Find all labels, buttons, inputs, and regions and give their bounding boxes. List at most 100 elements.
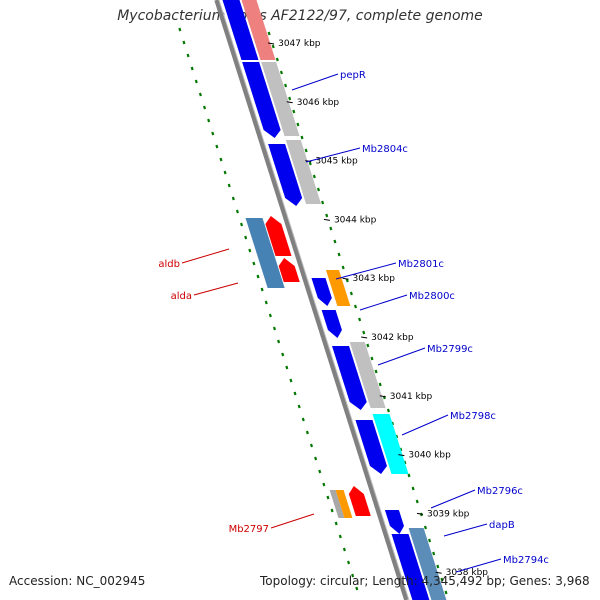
inner-dot-track-mark [219, 157, 223, 162]
leader-line [443, 523, 488, 537]
inner-dot-track-mark [334, 521, 338, 526]
inner-dot-track-mark [301, 417, 305, 422]
inner-dot-track-mark [351, 573, 355, 578]
outer-dot-track-mark [275, 57, 279, 62]
inner-dot-track-mark [293, 391, 297, 396]
outer-dot-track-mark [333, 239, 337, 244]
tick-mark [342, 277, 349, 280]
hit-feature [329, 490, 345, 518]
outer-dot-track-mark [267, 31, 271, 36]
inner-dot-track-mark [182, 40, 186, 45]
backbone-highlight [218, 0, 410, 600]
outer-dot-track-mark [288, 96, 292, 101]
leader-line [401, 414, 449, 436]
accession-text: Accession: NC_002945 [9, 574, 146, 588]
gene-label: Mb2794c [503, 555, 549, 566]
gene-label: dapB [489, 520, 515, 531]
outer-dot-track-mark [415, 499, 419, 504]
inner-dot-track-mark [309, 443, 314, 448]
hit-feature [335, 490, 353, 518]
tick-label: 3047 kbp [278, 39, 321, 49]
inner-dot-track-mark [178, 27, 182, 32]
outer-dot-track-mark [312, 174, 316, 179]
gene-label: Mb2801c [398, 259, 444, 270]
outer-dot-track-mark [325, 213, 329, 218]
gene-label: Mb2797 [229, 524, 269, 535]
tick-mark [416, 512, 424, 515]
label-layer: pepR Mb2804c aldb alda Mb2801c Mb2800c Mb2799c… [158, 70, 549, 573]
inner-dot-track-mark [186, 53, 190, 58]
cds-feature [391, 534, 430, 600]
gene-label: Mb2799c [427, 344, 473, 355]
backbone [214, 0, 410, 600]
cds-feature [268, 144, 303, 206]
inner-dot-track-mark [330, 508, 334, 513]
tick-label: 3039 kbp [427, 509, 470, 519]
outer-dot-track-mark [304, 148, 308, 153]
tick-mark [361, 336, 368, 339]
outer-dot-track-mark [337, 252, 341, 257]
leader-line [305, 147, 361, 163]
outer-dot-track-mark [423, 525, 427, 530]
inner-dot-track-mark [347, 560, 351, 565]
inner-dot-track-mark [264, 300, 268, 305]
inner-dot-track-mark [190, 66, 194, 71]
outer-dot-track-mark [300, 135, 304, 140]
tick-label: 3042 kbp [371, 333, 414, 343]
inner-dot-track-mark [215, 144, 219, 149]
outer-dot-track-mark [440, 577, 444, 582]
outer-dot-track-mark [362, 330, 366, 335]
leader-line [455, 558, 502, 573]
outer-dot-track-mark [284, 83, 288, 88]
leader-line [291, 73, 339, 91]
outer-dot-track-mark [292, 109, 296, 114]
tick-mark [323, 218, 331, 221]
cds-feature [265, 216, 292, 256]
inner-dot-track-mark [272, 326, 276, 331]
inner-dot-track-mark [194, 79, 198, 84]
inner-dot-track-mark [338, 534, 342, 539]
cds-feature [278, 258, 300, 282]
hit-feature [261, 62, 300, 136]
tick-mark [398, 454, 405, 457]
inner-dot-track-mark [355, 586, 359, 591]
inner-dot-track-mark [342, 547, 346, 552]
inner-dot-track-mark [305, 430, 309, 435]
outer-dot-track-mark [411, 486, 415, 491]
outer-dot-track-mark [271, 44, 275, 49]
hit-feature [285, 140, 322, 204]
cds-feature [242, 62, 281, 138]
hit-feature [349, 342, 386, 408]
cds-feature [332, 346, 367, 410]
inner-dot-track-mark [281, 352, 285, 357]
inner-dot-track-mark [314, 456, 318, 461]
outer-dot-track-mark [374, 369, 378, 374]
tick-mark [379, 395, 386, 398]
outer-dot-track-mark [329, 226, 333, 231]
inner-dot-track-mark [326, 495, 330, 500]
gene-label: Mb2796c [477, 486, 523, 497]
outer-dot-track-mark [316, 187, 321, 192]
inner-dot-track-mark [289, 378, 293, 383]
blast-feature [245, 218, 285, 288]
tick-label: 3041 kbp [390, 392, 433, 402]
inner-dot-track-mark [297, 404, 301, 409]
map-title: Mycobacterium bovis AF2122/97, complete … [117, 8, 483, 24]
topology-text: Topology: circular; Length: 4,345,492 bp… [260, 574, 590, 588]
dotted-tracks [178, 27, 448, 595]
hit-feature [241, 0, 276, 60]
tick-mark [286, 101, 293, 104]
gene-label: Mb2800c [409, 291, 455, 302]
tick-label: 3044 kbp [334, 215, 377, 225]
outer-dot-track-mark [358, 317, 362, 322]
cds-feature [311, 278, 332, 306]
outer-dot-track-mark [345, 278, 349, 283]
leader-line [335, 262, 397, 280]
gene-label: alda [171, 291, 192, 302]
cds-feature [222, 0, 259, 60]
inner-dot-track-mark [244, 235, 248, 240]
inner-dot-track-mark [240, 222, 244, 227]
outer-dot-track-mark [279, 70, 283, 75]
